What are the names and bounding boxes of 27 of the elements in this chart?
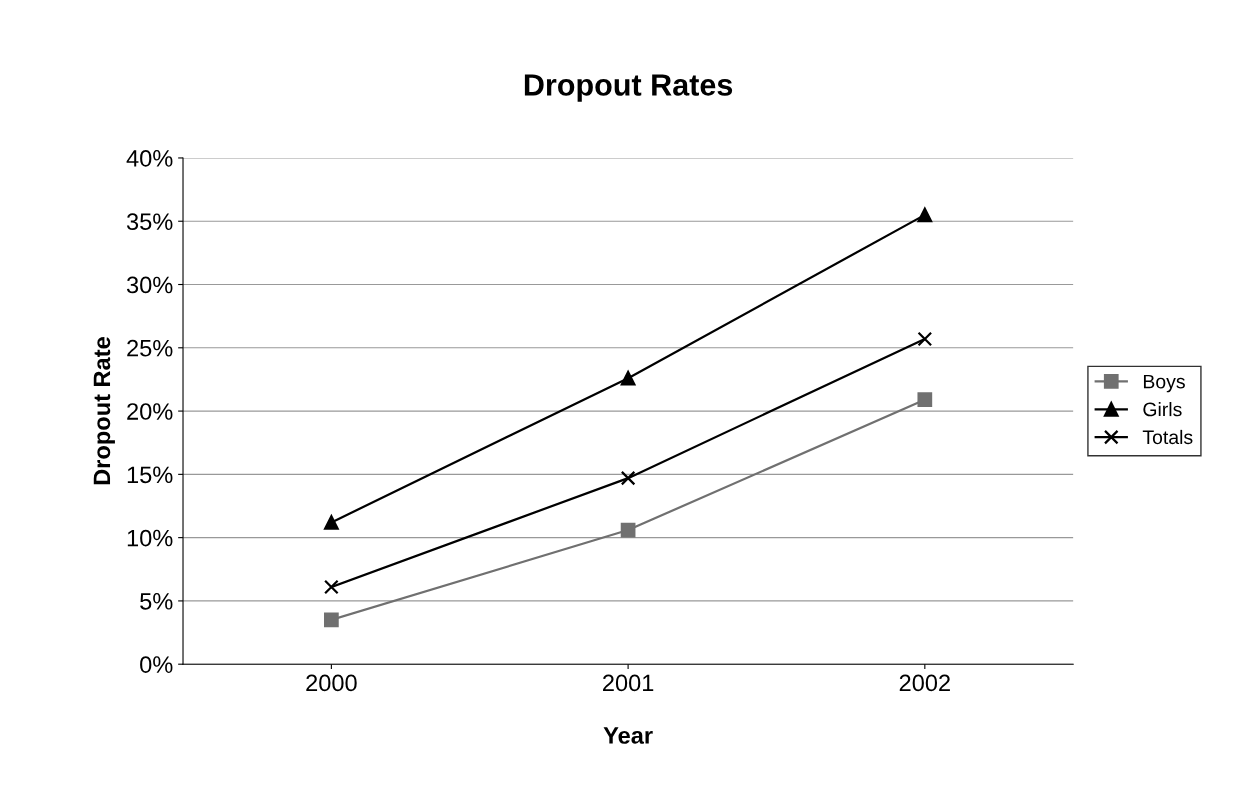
point — [620, 370, 636, 386]
point — [324, 612, 339, 628]
y-tick-label: 15% — [127, 466, 173, 484]
point — [620, 470, 636, 486]
y-tick-label: 35% — [126, 213, 173, 231]
y-tick-label: 30% — [126, 276, 173, 294]
y-tick-label: 0% — [140, 656, 173, 673]
y-tick-label: 5% — [140, 593, 173, 610]
point — [917, 207, 933, 223]
x-tick-label: 2000 — [306, 674, 357, 692]
legend-label: Totals — [1142, 429, 1193, 445]
x-axis-title: Year — [603, 727, 653, 744]
y-axis-title: Dropout Rate — [93, 337, 115, 485]
chart-title: Dropout Rates — [524, 74, 733, 102]
y-tick-label: 40% — [126, 150, 173, 167]
legend-label: Boys — [1143, 374, 1185, 393]
y-tick-label: 25% — [127, 339, 173, 357]
point — [917, 331, 933, 347]
x-tick-label: 2002 — [899, 674, 950, 692]
point — [324, 579, 339, 595]
legend-label: Girls — [1143, 402, 1182, 417]
y-tick-label: 10% — [127, 529, 173, 547]
point — [324, 515, 339, 530]
x-tick-label: 2001 — [603, 674, 654, 692]
y-tick-label: 20% — [127, 403, 173, 420]
point — [917, 392, 933, 408]
point — [620, 522, 636, 538]
